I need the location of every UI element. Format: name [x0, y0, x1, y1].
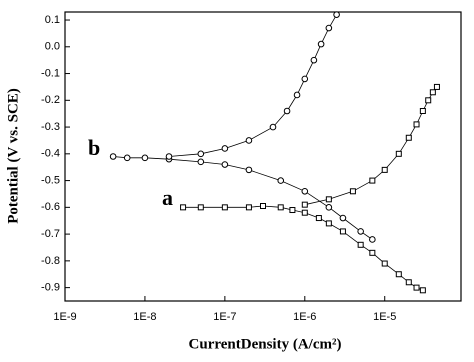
x-tick-label: 1E-6: [293, 311, 316, 323]
y-tick-label: -0.2: [41, 94, 60, 106]
data-point: [109, 153, 117, 160]
y-tick-label: 0.0: [45, 41, 60, 53]
x-tick-label: 1E-7: [213, 311, 236, 323]
data-point: [245, 204, 252, 211]
x-tick-label: 1E-9: [53, 311, 76, 323]
data-point: [277, 204, 284, 211]
x-tick-label: 1E-5: [373, 311, 396, 323]
data-point: [197, 204, 204, 211]
data-point: [289, 207, 296, 214]
data-point: [180, 204, 187, 211]
y-tick-label: -0.6: [41, 201, 60, 213]
data-point: [301, 187, 309, 195]
data-point: [395, 271, 402, 278]
data-point: [429, 89, 436, 96]
data-point: [123, 154, 131, 162]
data-point: [325, 24, 333, 32]
data-point: [197, 150, 205, 158]
data-point: [315, 215, 322, 222]
data-point: [395, 150, 402, 157]
data-point: [317, 40, 325, 48]
data-point: [301, 209, 308, 216]
data-point: [301, 201, 308, 208]
data-point: [165, 153, 173, 160]
data-point: [221, 161, 229, 168]
data-point: [221, 145, 229, 152]
y-tick-label: -0.1: [41, 67, 60, 79]
data-point: [221, 204, 228, 211]
data-point: [310, 56, 318, 64]
data-point: [245, 137, 253, 144]
data-point: [405, 134, 412, 141]
data-point: [433, 83, 440, 90]
data-point: [349, 188, 356, 195]
data-point: [141, 154, 149, 162]
y-tick-label: 0.1: [45, 14, 60, 26]
data-point: [283, 107, 291, 115]
data-point: [339, 228, 346, 235]
data-point: [269, 123, 277, 131]
x-axis-title: CurrentDensity (A/cm²): [189, 336, 342, 352]
data-point: [369, 236, 376, 243]
x-tick-label: 1E-8: [133, 311, 156, 323]
data-point: [381, 260, 388, 267]
data-point: [413, 284, 420, 291]
data-point: [381, 166, 388, 173]
data-point: [405, 279, 412, 286]
y-tick-label: -0.3: [41, 121, 60, 133]
series-annotation: a: [162, 185, 173, 210]
data-point: [277, 177, 285, 184]
data-point: [245, 166, 253, 174]
data-point: [325, 196, 332, 203]
y-tick-label: -0.8: [41, 255, 60, 267]
y-tick-label: -0.5: [41, 174, 60, 186]
data-point: [419, 287, 426, 294]
series-annotation: b: [88, 135, 100, 160]
y-axis-title: Potential (V vs. SCE): [5, 88, 21, 224]
data-point: [357, 228, 364, 235]
data-point: [325, 204, 333, 211]
data-point: [369, 177, 376, 184]
data-point: [413, 121, 420, 128]
data-point: [369, 249, 376, 256]
data-point: [333, 11, 340, 18]
data-point: [260, 203, 266, 210]
data-point: [197, 158, 205, 166]
data-point: [419, 108, 426, 115]
data-point: [301, 75, 309, 83]
data-point: [293, 91, 301, 99]
series-line: [113, 14, 373, 240]
y-tick-label: -0.9: [41, 282, 60, 294]
data-point: [425, 97, 432, 104]
y-tick-label: -0.7: [41, 228, 60, 240]
data-point: [339, 214, 347, 222]
data-point: [357, 241, 364, 248]
data-point: [325, 220, 332, 227]
plot-frame: [64, 11, 462, 302]
series-line: [183, 86, 438, 291]
y-tick-label: -0.4: [41, 148, 60, 160]
